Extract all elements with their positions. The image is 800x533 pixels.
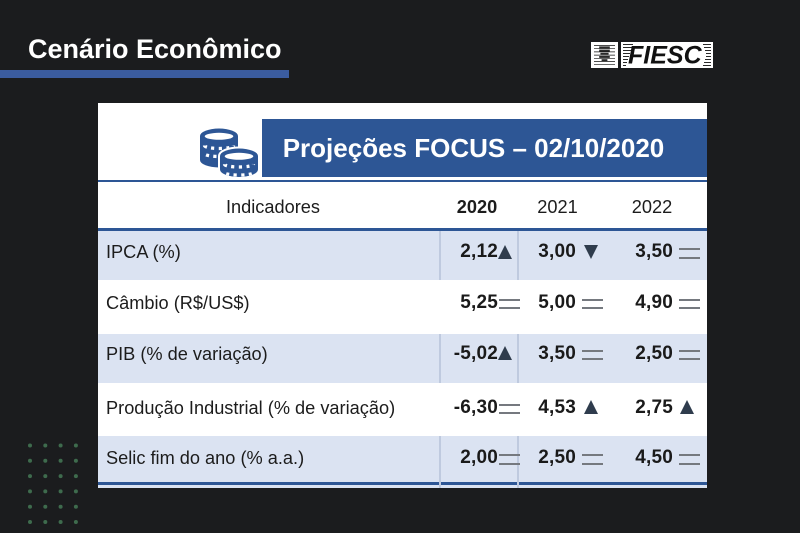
svg-text:FIESC: FIESC	[628, 42, 703, 68]
